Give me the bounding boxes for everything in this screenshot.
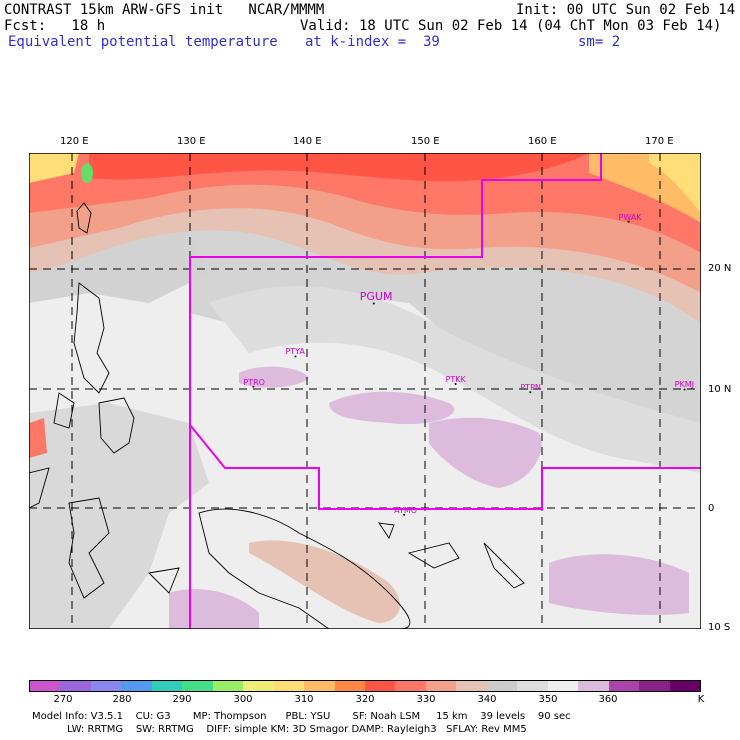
colorbar-label: 310 xyxy=(294,694,314,705)
lat-tick-label: 0 xyxy=(708,503,715,514)
colorbar-swatch xyxy=(578,681,609,691)
field-shade xyxy=(29,153,79,183)
lon-tick-label: 140 E xyxy=(293,136,322,147)
field-shade xyxy=(169,589,259,629)
solomon-outline xyxy=(483,542,525,589)
fir-boundary xyxy=(189,153,602,629)
colorbar-swatch xyxy=(547,681,579,691)
colorbar-label: 330 xyxy=(416,694,436,705)
colorbar-label: 270 xyxy=(53,694,73,705)
station-label: PKMJ xyxy=(674,380,694,390)
lat-tick-label: 10 S xyxy=(708,622,731,633)
fir-boundary xyxy=(189,424,701,510)
colorbar-swatch xyxy=(60,681,91,691)
colorbar-label: 300 xyxy=(233,694,253,705)
colorbar-swatch xyxy=(121,681,152,691)
station-dot xyxy=(627,220,630,223)
colorbar-swatch xyxy=(90,681,122,691)
init-time: Init: 00 UTC Sun 02 Feb 14 xyxy=(516,2,736,18)
colorbar-swatch xyxy=(30,681,61,691)
colorbar-unit: K xyxy=(697,694,705,705)
smoothing-label: sm= 2 xyxy=(578,34,621,50)
station-dot xyxy=(529,391,532,394)
field-shade xyxy=(649,153,701,213)
field-shade xyxy=(429,417,542,488)
valid-time: Valid: 18 UTC Sun 02 Feb 14 (04 ChT Mon … xyxy=(300,18,722,34)
colorbar-swatch xyxy=(639,681,670,691)
lon-tick-label: 150 E xyxy=(411,136,440,147)
field-shade xyxy=(209,286,701,473)
forecast-hour: Fcst: 18 h xyxy=(4,18,106,34)
colorbar-swatch xyxy=(456,681,487,691)
island-outline xyxy=(378,522,395,539)
new-britain-outline xyxy=(407,542,460,569)
station-dot xyxy=(294,355,297,358)
station-markers xyxy=(252,220,686,516)
field-shade xyxy=(81,163,93,183)
station-label: PTRO xyxy=(243,377,265,387)
field-shade xyxy=(239,366,309,388)
lon-tick-label: 130 E xyxy=(177,136,206,147)
colorbar-label: 340 xyxy=(477,694,497,705)
lon-tick-label: 170 E xyxy=(645,136,674,147)
field-shade xyxy=(29,403,209,629)
mindanao-outline xyxy=(98,397,135,454)
model-info-line: Model Info: V3.5.1 CU: G3 MP: Thompson P… xyxy=(32,711,571,722)
station-label: AYMO xyxy=(394,505,418,515)
model-info-line: LW: RRTMG SW: RRTMG DIFF: simple KM: 3D … xyxy=(32,724,527,735)
station-dot xyxy=(454,382,457,385)
map-panel xyxy=(29,153,701,629)
colorbar-swatch xyxy=(395,681,426,691)
lat-tick-label: 10 N xyxy=(708,384,732,395)
lon-tick-label: 120 E xyxy=(60,136,89,147)
station-dot xyxy=(252,385,255,388)
colorbar-label: 320 xyxy=(355,694,375,705)
colorbar-label: 290 xyxy=(172,694,192,705)
level-label: at k-index = 39 xyxy=(305,34,440,50)
colorbar-swatch xyxy=(243,681,274,691)
colorbar-swatch xyxy=(425,681,457,691)
station-dot xyxy=(403,513,406,516)
station-label: PTPN xyxy=(520,383,541,393)
station-dot xyxy=(372,302,375,305)
colorbar-swatch xyxy=(212,681,244,691)
title-line: CONTRAST 15km ARW-GFS init NCAR/MMMM xyxy=(4,2,325,18)
sulawesi-outline xyxy=(68,497,110,599)
field-shade xyxy=(89,153,589,182)
field-shade xyxy=(329,391,455,425)
map-svg xyxy=(29,153,701,629)
coastlines xyxy=(29,202,525,629)
lat-tick-label: 20 N xyxy=(708,263,732,274)
field-shade xyxy=(549,554,689,615)
station-label: PGUM xyxy=(359,290,393,304)
colorbar-swatch xyxy=(608,681,640,691)
field-shade xyxy=(29,418,47,458)
station-label: PTKK xyxy=(445,374,466,384)
colorbar-swatch xyxy=(273,681,305,691)
colorbar-swatch xyxy=(517,681,548,691)
island-outline xyxy=(148,567,180,594)
borneo-outline xyxy=(29,467,50,509)
field-shade xyxy=(249,540,400,623)
colorbar-label: 350 xyxy=(538,694,558,705)
field-shade xyxy=(29,153,701,253)
colorbar-swatch xyxy=(669,681,700,691)
station-label: PTYA xyxy=(285,347,305,357)
colorbar-swatch xyxy=(334,681,365,691)
station-label: PWAK xyxy=(618,212,642,222)
colorbar-swatch xyxy=(304,681,335,691)
island-outline xyxy=(53,392,75,429)
taiwan-outline xyxy=(76,202,92,234)
lon-tick-label: 160 E xyxy=(528,136,557,147)
station-dot xyxy=(683,388,686,391)
field-name: Equivalent potential temperature xyxy=(8,34,278,50)
colorbar-label: 280 xyxy=(112,694,132,705)
colorbar xyxy=(29,680,701,692)
colorbar-swatch xyxy=(364,681,396,691)
colorbar-swatch xyxy=(486,681,518,691)
luzon-outline xyxy=(73,282,110,394)
colorbar-swatch xyxy=(151,681,183,691)
colorbar-label: 360 xyxy=(598,694,618,705)
colorbar-swatch xyxy=(182,681,213,691)
